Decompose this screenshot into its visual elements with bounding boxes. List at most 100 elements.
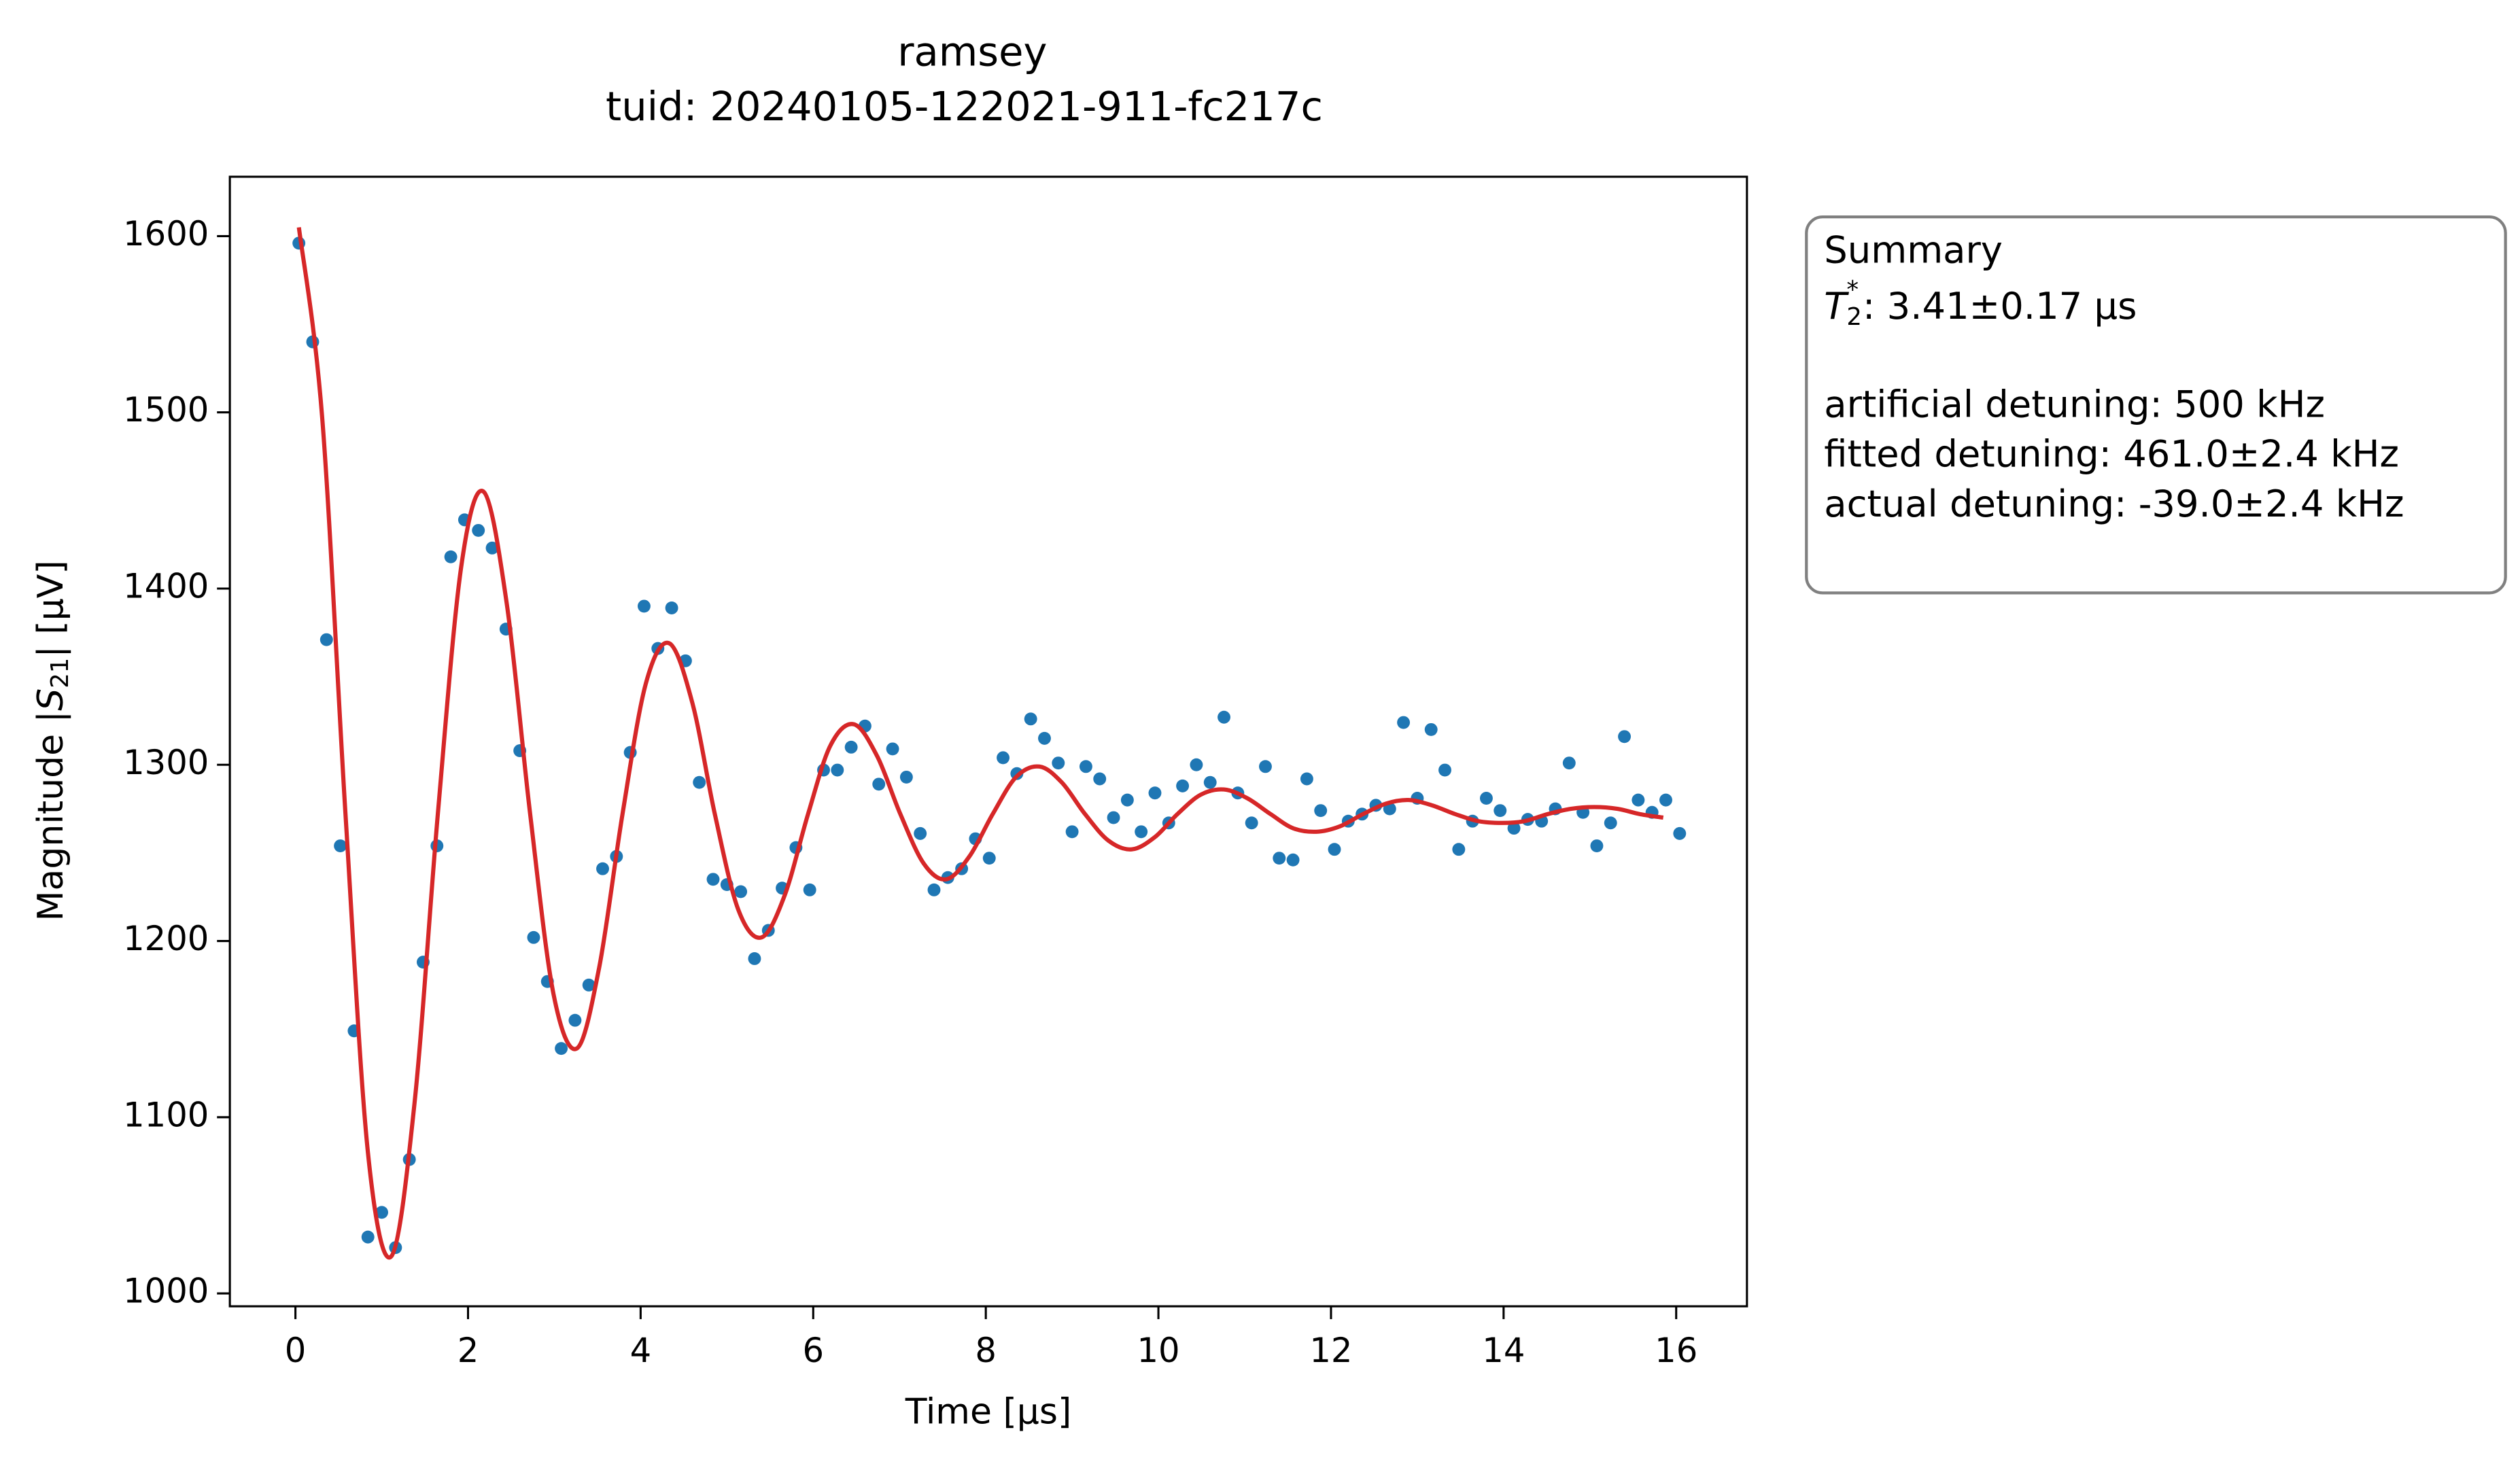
data-point	[1632, 793, 1645, 807]
data-point	[1507, 822, 1521, 835]
y-tick-label: 1300	[123, 743, 209, 782]
data-point	[997, 751, 1010, 765]
data-point	[1107, 811, 1120, 824]
summary-title: Summary	[1824, 228, 2003, 271]
data-point	[472, 523, 485, 537]
data-point	[637, 599, 651, 613]
x-tick-label: 2	[458, 1331, 479, 1370]
x-tick-label: 6	[802, 1331, 824, 1370]
data-point	[1203, 775, 1217, 789]
fit-line	[296, 227, 1664, 1260]
data-point	[1038, 731, 1051, 745]
data-point	[844, 740, 858, 754]
summary-line: actual detuning: -39.0±2.4 kHz	[1824, 483, 2404, 525]
summary-line: artificial detuning: 500 kHz	[1824, 383, 2325, 425]
data-point	[1494, 804, 1507, 818]
data-point	[899, 770, 913, 784]
data-point	[1148, 786, 1162, 800]
t2-subscript: 2	[1846, 303, 1862, 331]
data-point	[1618, 730, 1632, 744]
data-point	[375, 1206, 388, 1219]
data-point	[1673, 826, 1687, 840]
data-point	[1424, 722, 1438, 736]
x-tick-label: 8	[975, 1331, 997, 1370]
y-tick-label: 1000	[123, 1272, 209, 1311]
data-point	[914, 826, 927, 840]
data-point	[1328, 843, 1341, 856]
data-point	[1300, 772, 1313, 786]
data-point	[693, 775, 706, 789]
data-point	[1259, 760, 1272, 773]
data-point	[1245, 816, 1258, 830]
data-point	[1135, 825, 1148, 839]
x-tick-label: 16	[1655, 1331, 1697, 1370]
data-point	[1604, 816, 1617, 830]
data-point	[1438, 763, 1451, 777]
data-point	[665, 601, 678, 614]
data-point	[1052, 756, 1065, 770]
data-point	[734, 885, 748, 898]
data-point	[1452, 843, 1466, 856]
data-point	[485, 541, 499, 555]
t2-superscript: *	[1846, 276, 1859, 304]
data-point	[706, 873, 720, 886]
plot-area	[292, 227, 1687, 1260]
data-point	[886, 742, 899, 756]
data-point	[1314, 804, 1328, 818]
data-point	[527, 930, 540, 944]
data-point	[1286, 853, 1300, 867]
data-point	[1120, 793, 1134, 807]
x-axis-label: Time [µs]	[905, 1391, 1072, 1432]
data-point	[1190, 758, 1203, 771]
data-point	[320, 633, 333, 646]
summary-box	[1805, 215, 2507, 595]
data-point	[872, 778, 886, 791]
data-point	[982, 852, 996, 865]
x-tick-label: 0	[285, 1331, 307, 1370]
data-point	[748, 952, 761, 965]
axes-frame	[228, 175, 1748, 1308]
data-point	[1079, 760, 1092, 773]
summary-line: fitted detuning: 461.0±2.4 kHz	[1824, 433, 2399, 476]
summary-text: Summary T 2 * : 3.41±0.17 µs artificial …	[1824, 228, 2404, 525]
data-point	[582, 978, 596, 992]
data-point	[334, 839, 347, 852]
t2-value: : 3.41±0.17 µs	[1863, 285, 2137, 328]
y-label-subscript: 21	[46, 658, 74, 688]
data-point	[568, 1013, 582, 1027]
data-point	[1273, 852, 1286, 865]
y-label-symbol: S	[31, 688, 71, 711]
data-point	[596, 862, 609, 875]
y-axis-label: Magnitude |S21| [µV]	[31, 560, 74, 921]
data-point	[1562, 756, 1576, 770]
data-point	[927, 883, 941, 896]
data-point	[1590, 839, 1604, 852]
data-point	[361, 1230, 375, 1244]
x-tick-label: 14	[1482, 1331, 1525, 1370]
y-tick-label: 1600	[123, 214, 209, 254]
data-point	[831, 763, 844, 777]
x-tick-label: 10	[1137, 1331, 1179, 1370]
y-tick-label: 1500	[123, 390, 209, 430]
y-tick-label: 1400	[123, 566, 209, 606]
data-point	[1479, 792, 1493, 805]
t2-symbol: T	[1824, 285, 1849, 328]
data-point	[555, 1042, 568, 1055]
chart-title: ramsey	[897, 28, 1047, 75]
y-label-part: Magnitude |	[31, 711, 71, 922]
y-tick-label: 1100	[123, 1095, 209, 1134]
data-point	[1397, 716, 1411, 729]
data-point	[444, 550, 458, 563]
data-point	[1176, 779, 1190, 792]
y-label-part: | [µV]	[31, 560, 71, 657]
data-point	[1093, 772, 1107, 786]
data-point	[1218, 710, 1230, 724]
data-point	[1659, 793, 1672, 807]
y-tick-label: 1200	[123, 919, 209, 958]
data-point	[1024, 712, 1037, 726]
x-tick-label: 4	[630, 1331, 652, 1370]
data-point	[1065, 825, 1079, 839]
x-tick-label: 12	[1309, 1331, 1352, 1370]
chart-subtitle: tuid: 20240105-122021-911-fc217c	[606, 83, 1323, 130]
